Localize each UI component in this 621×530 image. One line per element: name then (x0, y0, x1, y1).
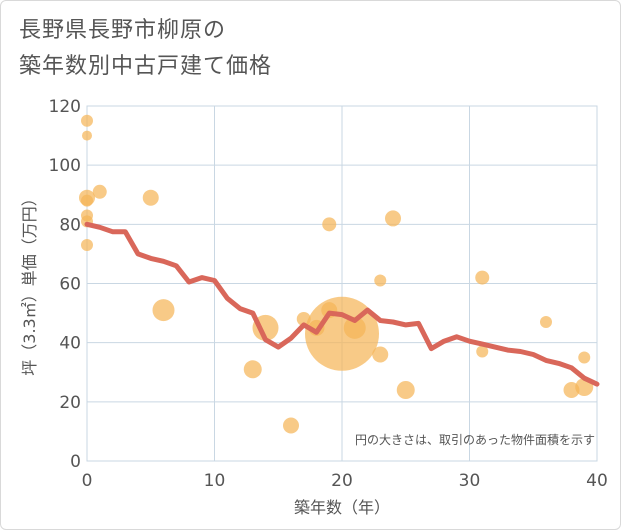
data-bubble (385, 210, 401, 227)
data-bubble (475, 270, 490, 285)
tick-labels: 0 20 40 60 80 100 120 0 10 20 30 40 (49, 97, 608, 491)
data-bubble (92, 184, 107, 199)
data-bubble (81, 114, 93, 127)
data-bubble (343, 316, 366, 339)
y-tick-label: 100 (49, 156, 81, 176)
x-tick-label: 0 (82, 471, 93, 491)
data-bubble (152, 299, 175, 322)
x-axis-label: 築年数（年） (294, 498, 390, 517)
data-bubble (82, 130, 92, 141)
grid-lines (86, 105, 598, 462)
average-price-line (84, 221, 600, 387)
data-bubble (81, 194, 93, 207)
data-bubble (578, 351, 591, 364)
chart-title: 長野県長野市柳原の 築年数別中古戸建て価格 (19, 13, 272, 85)
x-tick-label: 10 (204, 471, 226, 491)
data-bubble (374, 274, 387, 287)
y-tick-label: 60 (59, 275, 81, 295)
y-tick-label: 80 (59, 215, 81, 235)
x-tick-label: 30 (459, 471, 481, 491)
x-tick-label: 20 (331, 471, 353, 491)
data-bubble (396, 381, 415, 399)
bubble-series (79, 114, 594, 434)
data-bubble (476, 345, 489, 358)
y-axis-label: 坪（3.3㎡）単価（万円） (20, 190, 39, 375)
y-tick-label: 20 (59, 393, 81, 413)
y-tick-label: 120 (49, 97, 81, 117)
data-bubble (372, 346, 389, 363)
data-bubble (540, 315, 552, 328)
data-bubble (243, 360, 262, 379)
title-line-2: 築年数別中古戸建て価格 (19, 54, 273, 79)
average-line (84, 221, 600, 387)
x-tick-label: 40 (586, 471, 608, 491)
y-tick-label: 0 (70, 452, 81, 472)
y-tick-label: 40 (59, 334, 81, 354)
size-note: 円の大きさは、取引のあった物件面積を示す (355, 432, 595, 447)
data-bubble (81, 239, 93, 252)
data-bubble (142, 189, 159, 206)
title-line-1: 長野県長野市柳原の (19, 18, 227, 43)
data-bubble (283, 417, 299, 434)
data-bubble (322, 217, 337, 232)
